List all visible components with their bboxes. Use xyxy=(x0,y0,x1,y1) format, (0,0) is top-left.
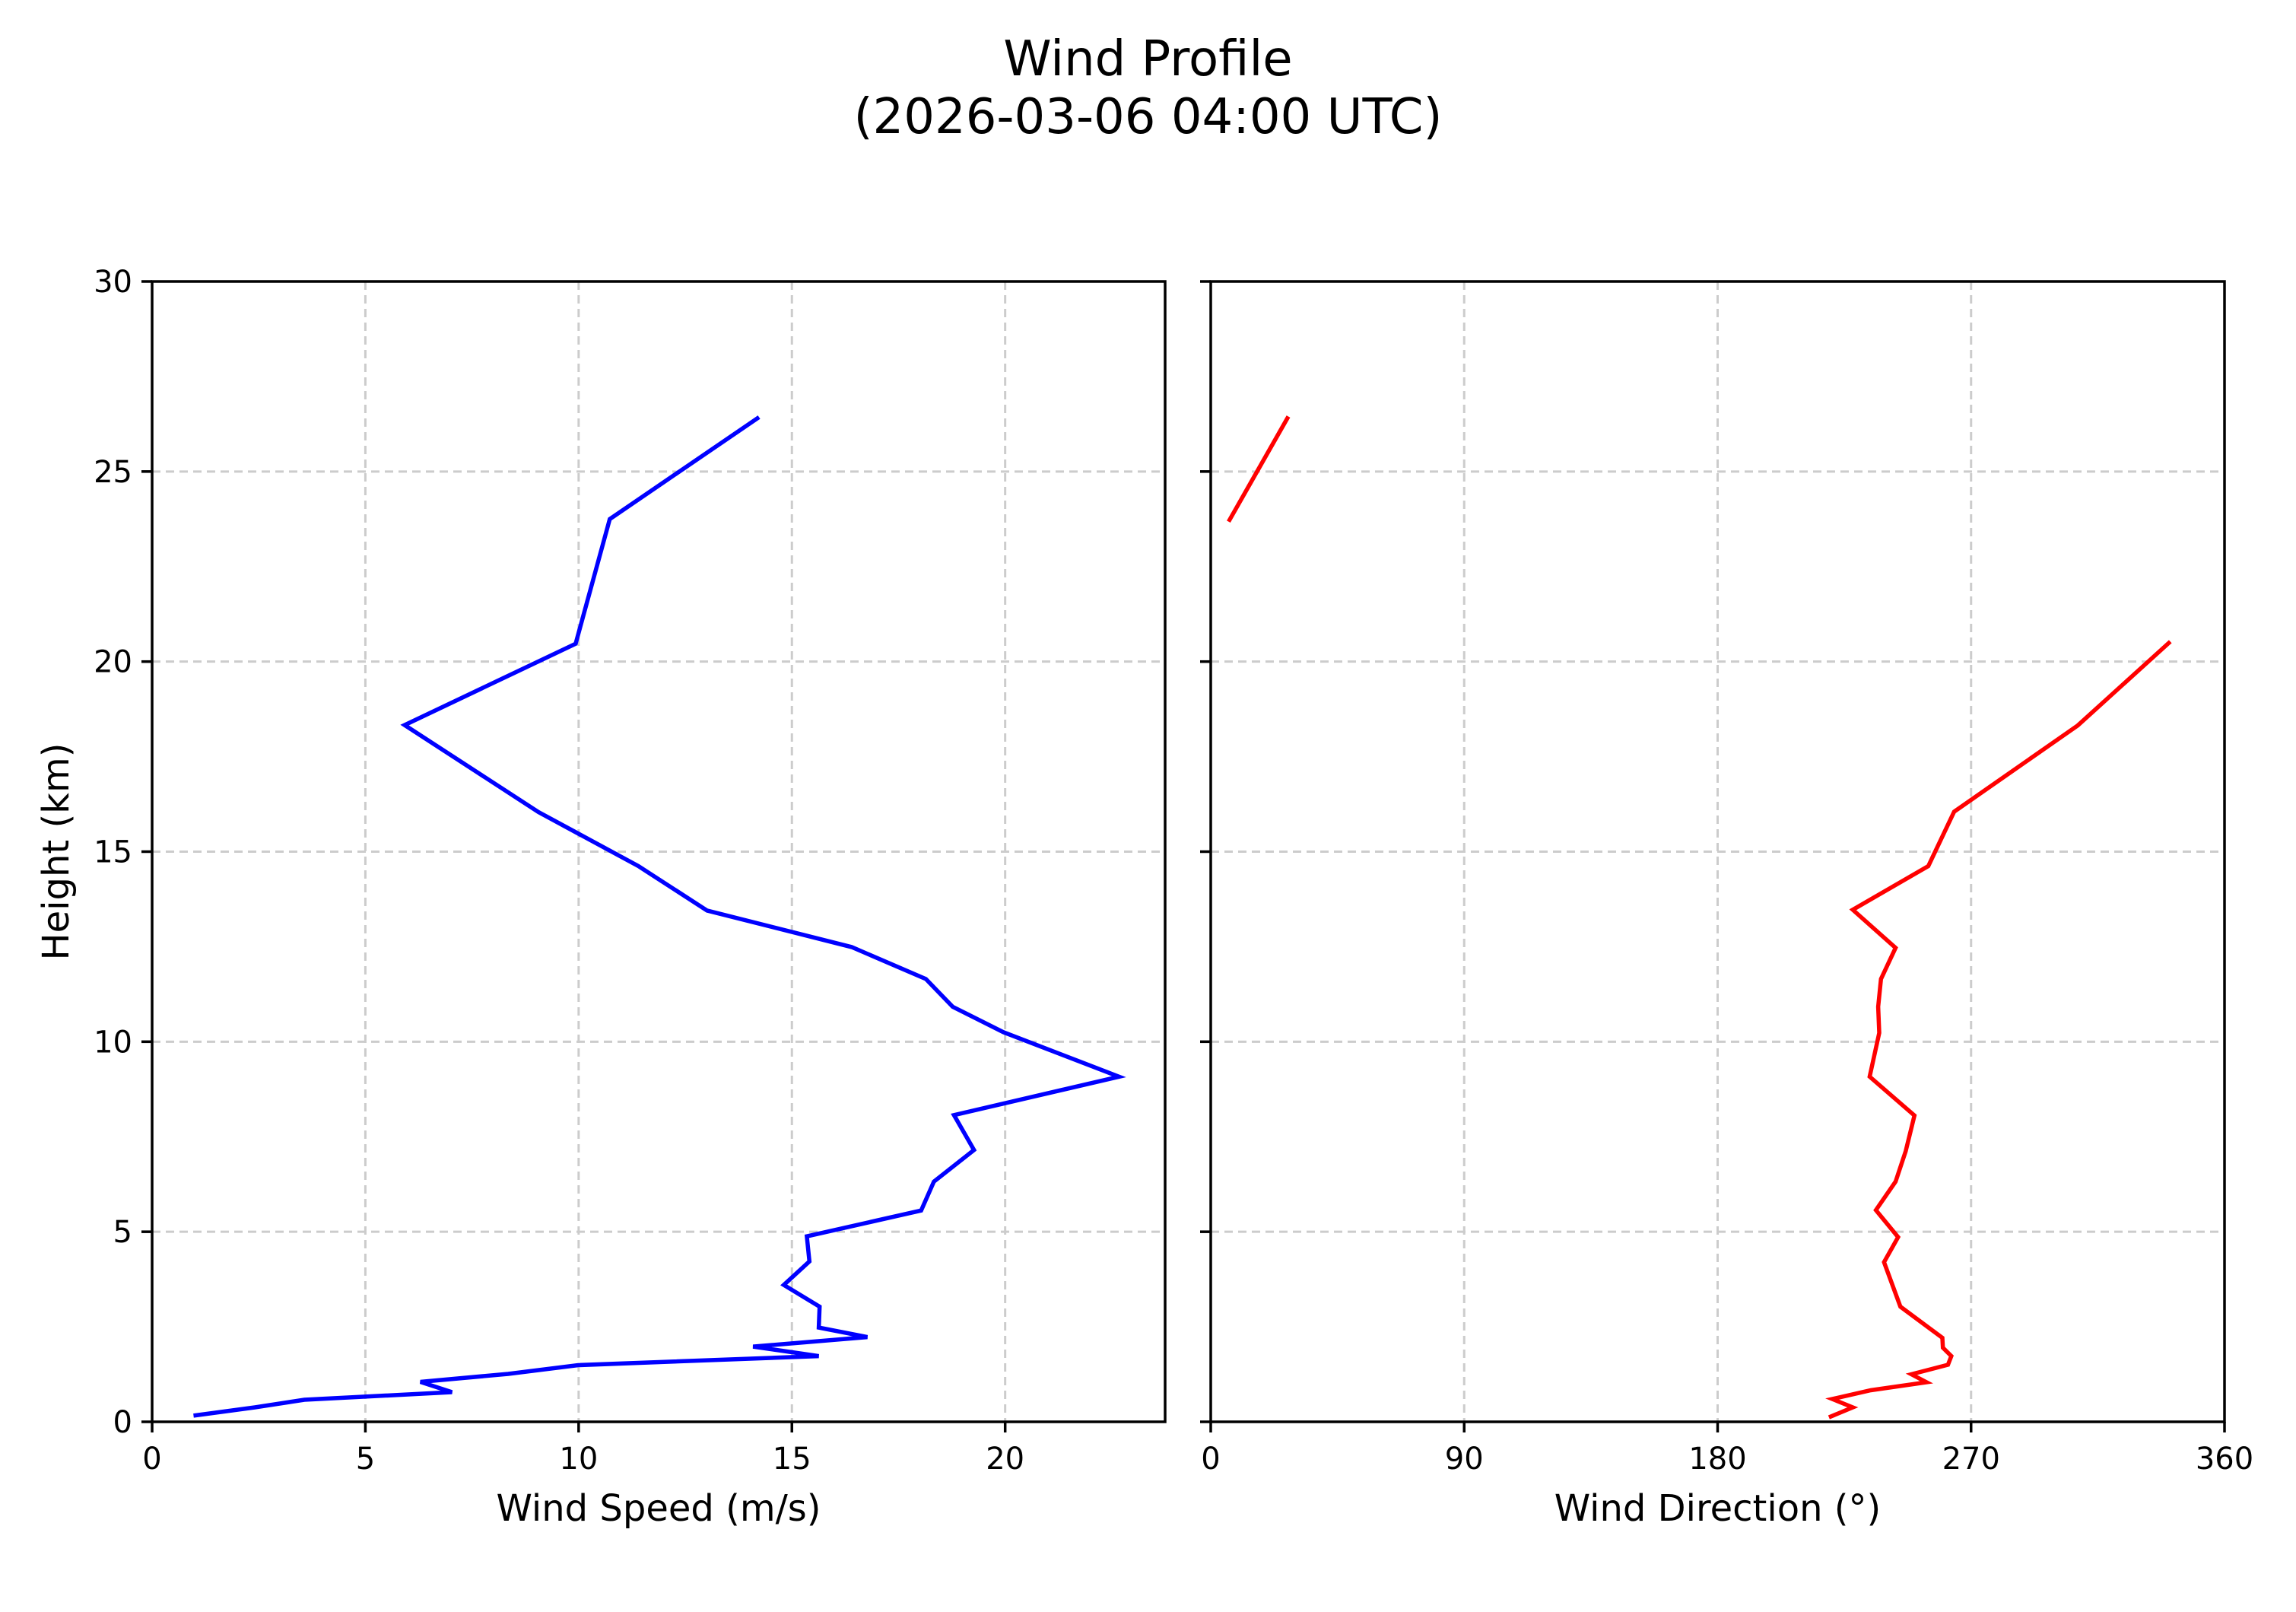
x-axis-ticks: 0 5 10 15 20 xyxy=(142,1422,1024,1477)
x-tick-label: 270 xyxy=(1942,1442,2000,1477)
x-tick-label: 360 xyxy=(2196,1442,2253,1477)
wind-speed-panel: 0 5 10 15 20 0 5 10 15 20 25 30 Wind Speed (m/s) Heig… xyxy=(35,265,1167,1530)
wind-direction-series xyxy=(1227,415,2172,1420)
y-tick-label: 10 xyxy=(94,1025,132,1060)
x-tick-label: 0 xyxy=(142,1442,161,1477)
y-axis-ticks: 0 5 10 15 20 25 30 xyxy=(94,265,152,1440)
data-line xyxy=(193,415,1126,1418)
data-line xyxy=(1227,415,1291,523)
x-axis-ticks: 0 90 180 270 360 xyxy=(1201,1422,2253,1477)
y-axis-label: Height (km) xyxy=(35,743,78,961)
y-axis-ticks xyxy=(1200,280,1211,1423)
x-tick-label: 90 xyxy=(1445,1442,1484,1477)
chart-subtitle-timestamp: (2026-03-06 04:00 UTC) xyxy=(853,89,1443,145)
x-tick-label: 10 xyxy=(559,1442,598,1477)
x-tick-label: 20 xyxy=(986,1442,1024,1477)
x-axis-label: Wind Direction (°) xyxy=(1554,1487,1881,1530)
x-tick-label: 15 xyxy=(773,1442,811,1477)
x-tick-label: 180 xyxy=(1688,1442,1746,1477)
y-tick-label: 15 xyxy=(94,835,132,870)
y-tick-label: 20 xyxy=(94,645,132,680)
x-tick-label: 5 xyxy=(356,1442,375,1477)
x-axis-label: Wind Speed (m/s) xyxy=(496,1487,821,1530)
wind-speed-series xyxy=(193,415,1126,1418)
y-tick-label: 30 xyxy=(94,265,132,300)
y-tick-label: 25 xyxy=(94,455,132,490)
data-line xyxy=(1825,640,2172,1420)
chart-title: Wind Profile xyxy=(1003,31,1293,87)
wind-direction-panel: 0 90 180 270 360 Wind Direction (°) xyxy=(1200,280,2253,1530)
y-tick-label: 5 xyxy=(113,1215,132,1250)
x-tick-label: 0 xyxy=(1201,1442,1220,1477)
grid-lines xyxy=(1211,281,2225,1422)
y-tick-label: 0 xyxy=(113,1405,132,1440)
grid-lines xyxy=(152,281,1165,1422)
